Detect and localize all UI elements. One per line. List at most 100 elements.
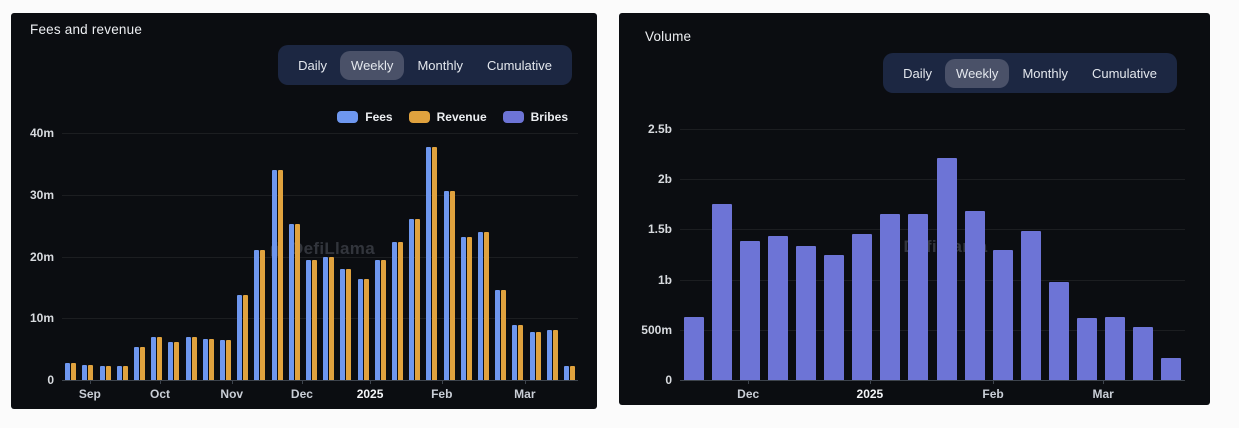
legend-item-bribes[interactable]: Bribes — [502, 110, 568, 124]
volume-bar[interactable] — [684, 316, 705, 380]
fees-bar[interactable] — [409, 219, 415, 380]
fees-bar[interactable] — [546, 329, 552, 380]
revenue-bar[interactable] — [191, 336, 197, 380]
revenue-bar[interactable] — [294, 223, 300, 380]
volume-bar[interactable] — [1160, 357, 1181, 380]
tab-weekly[interactable]: Weekly — [340, 50, 405, 80]
tab-cumulative[interactable]: Cumulative — [1081, 59, 1168, 88]
volume-bar[interactable] — [1132, 326, 1153, 380]
revenue-bar[interactable] — [260, 250, 266, 380]
fees-bar[interactable] — [133, 346, 139, 380]
revenue-bar[interactable] — [380, 259, 386, 380]
legend-swatch-revenue — [408, 111, 430, 123]
volume-bar[interactable] — [992, 250, 1013, 380]
y-axis-label: 20m — [29, 249, 54, 264]
tab-monthly[interactable]: Monthly — [406, 51, 474, 80]
revenue-bar[interactable] — [105, 365, 111, 380]
revenue-bar[interactable] — [449, 191, 455, 380]
revenue-bar[interactable] — [71, 362, 77, 380]
revenue-bar[interactable] — [157, 337, 163, 380]
revenue-bar[interactable] — [466, 237, 472, 380]
revenue-bar[interactable] — [432, 146, 438, 380]
volume-bar[interactable] — [740, 241, 761, 380]
volume-bar[interactable] — [796, 246, 817, 380]
fees-bar[interactable] — [426, 146, 432, 380]
fees-bar[interactable] — [443, 191, 449, 380]
revenue-bar[interactable] — [535, 331, 541, 380]
legend-item-revenue[interactable]: Revenue — [408, 110, 487, 124]
y-axis-label: 2b — [657, 172, 672, 187]
revenue-bar[interactable] — [518, 325, 524, 380]
volume-bar[interactable] — [1048, 281, 1069, 380]
fees-bar[interactable] — [512, 325, 518, 380]
fees-bar[interactable] — [305, 259, 311, 380]
revenue-bar[interactable] — [483, 231, 489, 380]
fees-bar[interactable] — [168, 341, 174, 380]
fees-bar[interactable] — [357, 278, 363, 380]
fees-bar[interactable] — [340, 269, 346, 380]
revenue-bar[interactable] — [552, 329, 558, 380]
revenue-bar[interactable] — [208, 338, 214, 380]
fees-bar[interactable] — [288, 223, 294, 380]
volume-bar[interactable] — [936, 158, 957, 380]
volume-bar[interactable] — [880, 214, 901, 380]
fees-bar[interactable] — [477, 231, 483, 380]
volume-bar[interactable] — [712, 204, 733, 380]
tab-cumulative[interactable]: Cumulative — [476, 51, 563, 80]
tab-monthly[interactable]: Monthly — [1011, 59, 1079, 88]
volume-bar[interactable] — [824, 254, 845, 380]
fees-bar[interactable] — [495, 289, 501, 380]
revenue-bar[interactable] — [277, 170, 283, 380]
revenue-bar[interactable] — [569, 365, 575, 380]
volume-bar[interactable] — [768, 236, 789, 380]
fees-bar[interactable] — [151, 337, 157, 380]
revenue-bar[interactable] — [88, 364, 94, 380]
fees-bar[interactable] — [202, 338, 208, 380]
revenue-bar[interactable] — [329, 256, 335, 380]
interval-tab-group: Daily Weekly Monthly Cumulative — [883, 53, 1177, 93]
fees-bar[interactable] — [529, 331, 535, 380]
fees-bar[interactable] — [237, 294, 243, 380]
revenue-bar[interactable] — [225, 340, 231, 380]
chart-legend: Fees Revenue Bribes — [337, 110, 568, 124]
revenue-bar[interactable] — [243, 294, 249, 380]
volume-bar[interactable] — [852, 234, 873, 380]
fees-bar[interactable] — [65, 362, 71, 380]
legend-item-fees[interactable]: Fees — [337, 110, 393, 124]
x-axis-tick — [869, 380, 871, 384]
fees-bar[interactable] — [391, 242, 397, 380]
revenue-bar[interactable] — [415, 219, 421, 380]
revenue-bar[interactable] — [122, 365, 128, 380]
revenue-bar[interactable] — [397, 242, 403, 380]
fees-revenue-panel: Fees and revenue Daily Weekly Monthly Cumul… — [11, 13, 597, 409]
volume-bar[interactable] — [1104, 316, 1125, 380]
fees-bar[interactable] — [271, 170, 277, 380]
fees-bar[interactable] — [460, 237, 466, 380]
y-axis-label: 40m — [29, 126, 54, 140]
fees-bar[interactable] — [374, 259, 380, 380]
fees-bar[interactable] — [254, 250, 260, 380]
interval-tab-group: Daily Weekly Monthly Cumulative — [278, 45, 572, 85]
revenue-bar[interactable] — [501, 289, 507, 380]
fees-bar[interactable] — [82, 364, 88, 380]
tab-weekly[interactable]: Weekly — [945, 58, 1010, 88]
volume-bar[interactable] — [1076, 317, 1097, 380]
volume-bar[interactable] — [964, 211, 985, 380]
fees-bar[interactable] — [219, 340, 225, 380]
volume-bar[interactable] — [1020, 231, 1041, 380]
tab-daily[interactable]: Daily — [287, 51, 338, 80]
revenue-bar[interactable] — [139, 346, 145, 380]
revenue-bar[interactable] — [174, 341, 180, 380]
x-axis-tick — [370, 380, 372, 384]
tab-daily[interactable]: Daily — [892, 59, 943, 88]
x-axis-label: Dec — [737, 387, 760, 401]
fees-bar[interactable] — [116, 365, 122, 380]
revenue-bar[interactable] — [363, 278, 369, 380]
fees-bar[interactable] — [323, 256, 329, 380]
revenue-bar[interactable] — [311, 259, 317, 380]
fees-bar[interactable] — [185, 336, 191, 380]
fees-bar[interactable] — [99, 365, 105, 380]
fees-bar[interactable] — [563, 365, 569, 380]
volume-bar[interactable] — [908, 214, 929, 380]
revenue-bar[interactable] — [346, 269, 352, 380]
